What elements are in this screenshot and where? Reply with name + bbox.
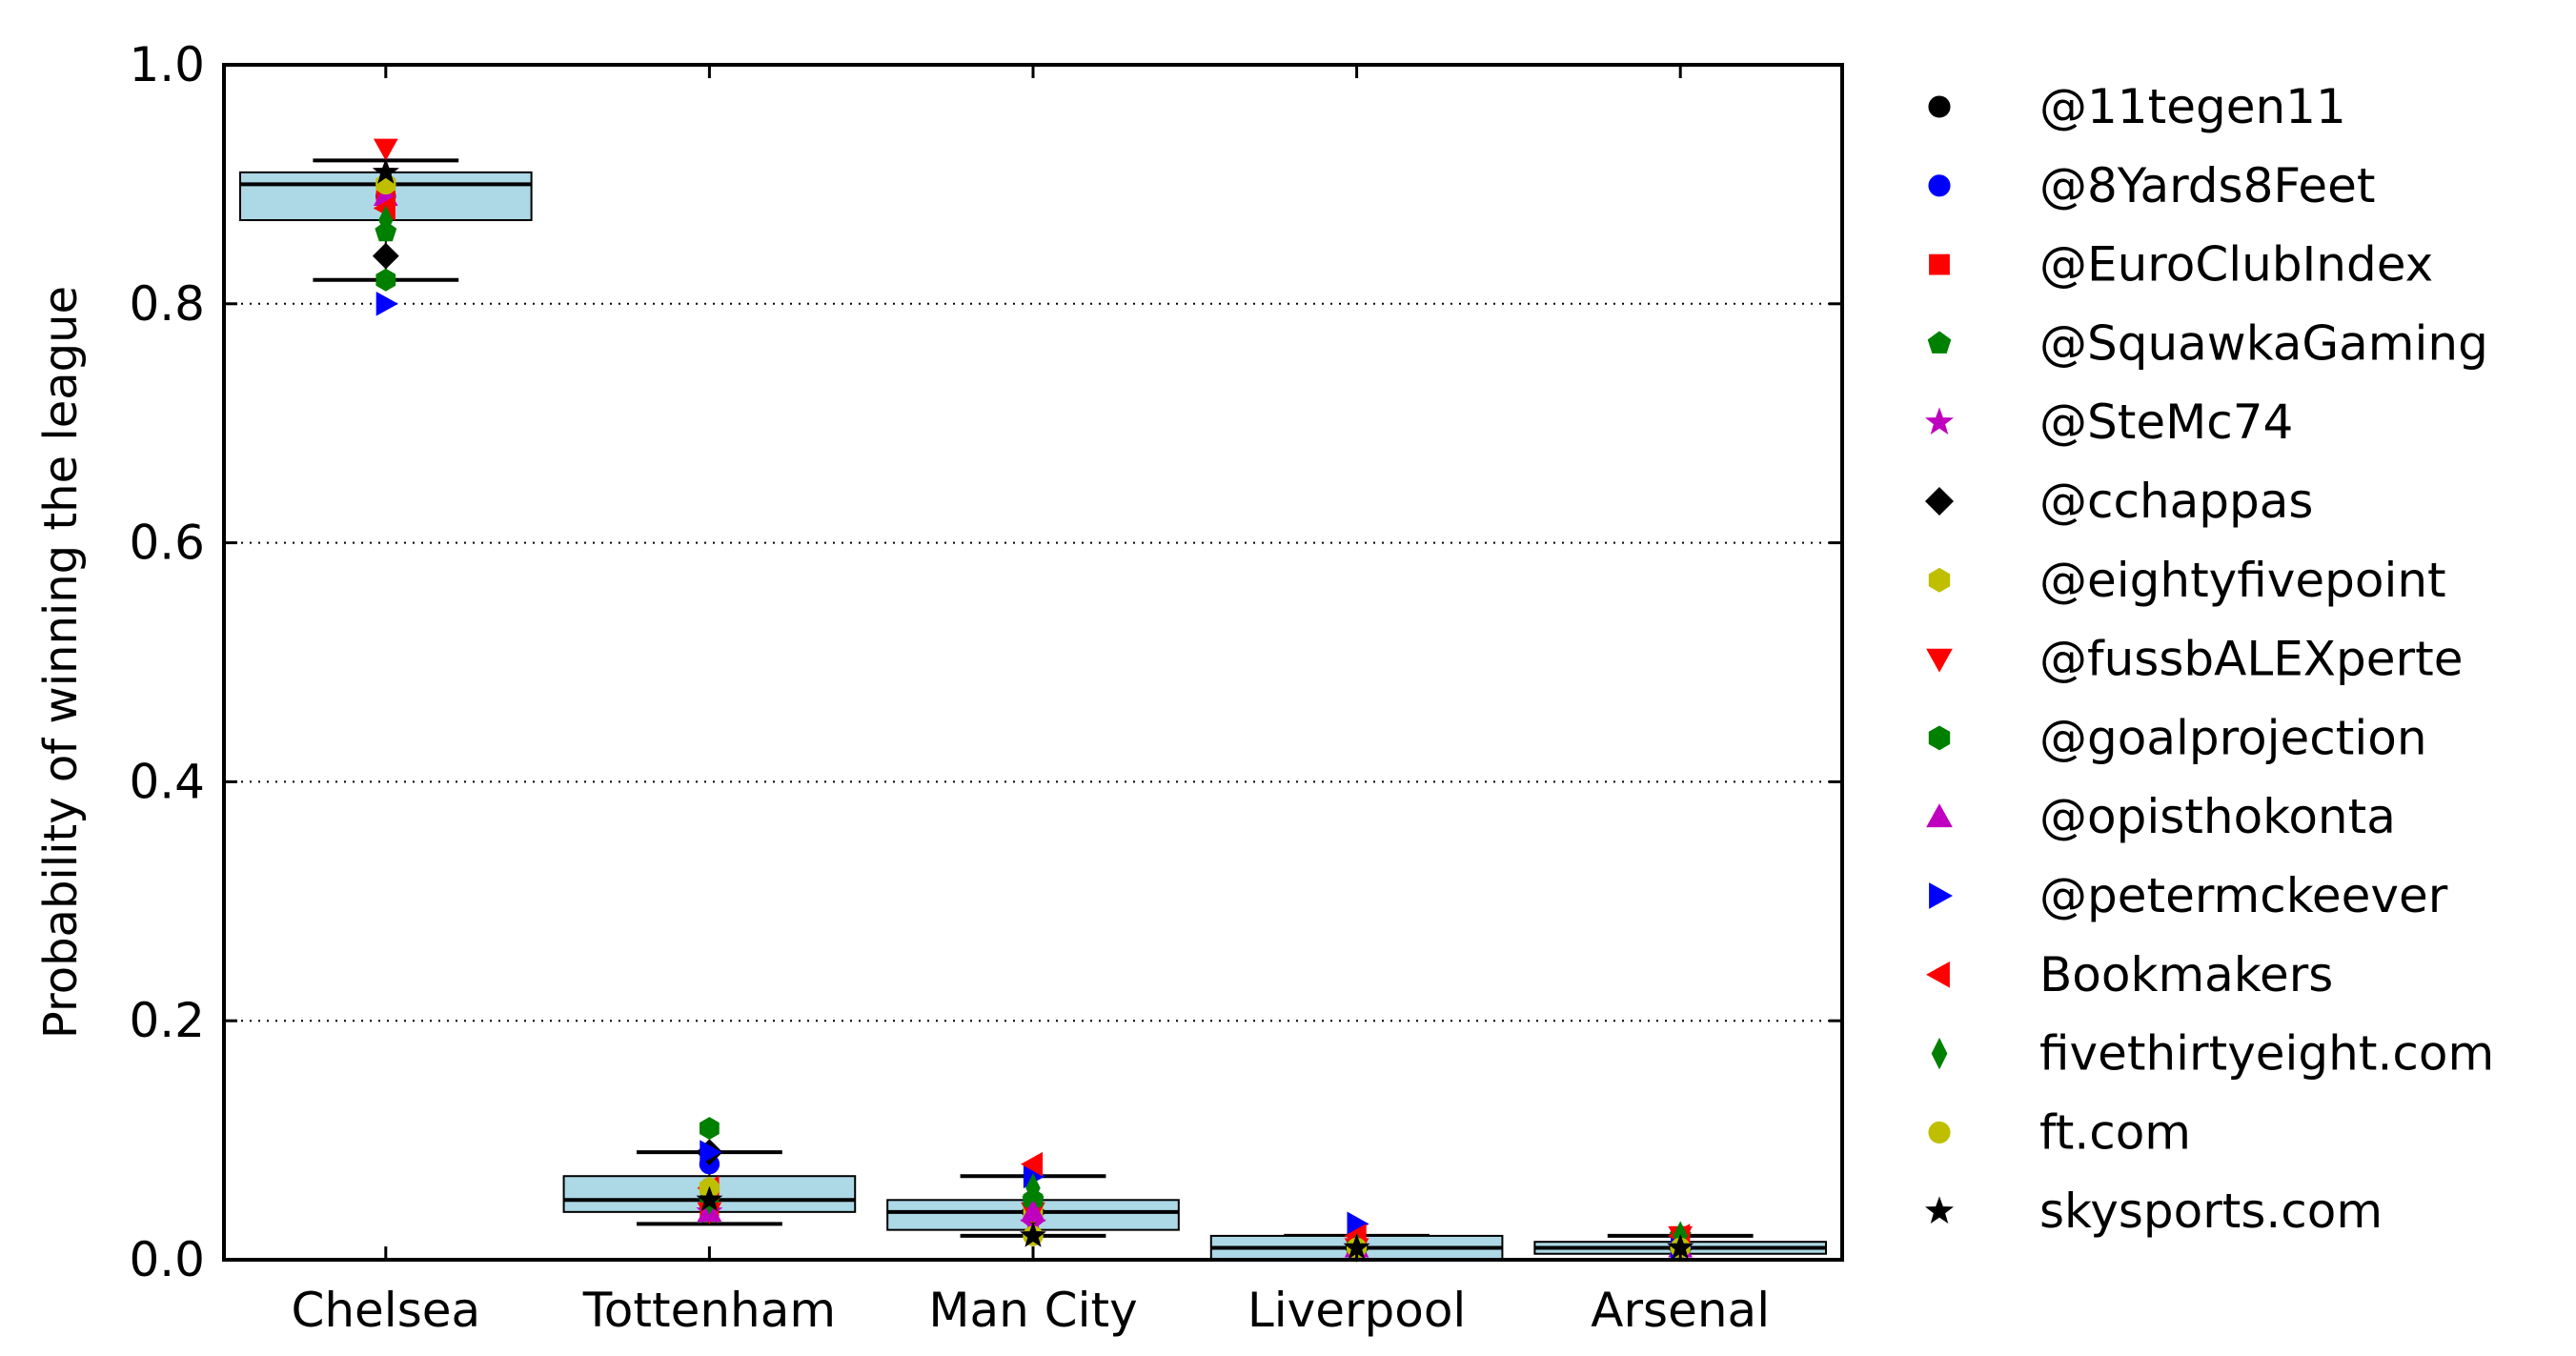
x-tick-label: Liverpool bbox=[1247, 1283, 1466, 1338]
legend-marker bbox=[1925, 961, 1950, 988]
series--eightyfivepoint bbox=[375, 172, 1691, 1260]
y-tick-label: 0.4 bbox=[129, 754, 205, 809]
y-tick-label: 0.0 bbox=[129, 1232, 205, 1287]
legend-label: @SteMc74 bbox=[2039, 395, 2293, 450]
legend-marker bbox=[1928, 725, 1951, 751]
data-point bbox=[373, 138, 398, 161]
legend-marker bbox=[1929, 882, 1954, 909]
series-bookmakers bbox=[373, 195, 1691, 1248]
legend-marker bbox=[1928, 1121, 1951, 1143]
data-point bbox=[375, 291, 398, 316]
data-point bbox=[700, 1140, 722, 1164]
legend-item: @11tegen11 bbox=[1928, 79, 2346, 134]
y-tick-label: 0.2 bbox=[129, 993, 205, 1048]
series--stemc74 bbox=[372, 158, 1694, 1260]
legend-marker bbox=[1928, 174, 1951, 197]
legend-item: @cchappas bbox=[1924, 474, 2313, 529]
data-point bbox=[700, 1117, 720, 1141]
legend-label: @fussbALEXperte bbox=[2039, 632, 2463, 687]
legend-label: Bookmakers bbox=[2039, 947, 2333, 1002]
legend-marker bbox=[1924, 1196, 1955, 1224]
legend-marker bbox=[1928, 95, 1951, 118]
data-point bbox=[372, 242, 399, 270]
data-point bbox=[375, 268, 396, 292]
series--11tegen11 bbox=[375, 173, 1691, 1259]
data-point bbox=[1025, 1173, 1041, 1204]
series-ft-com bbox=[375, 173, 1691, 1259]
x-tick-label: Man City bbox=[928, 1283, 1137, 1338]
legend-item: ft.com bbox=[1928, 1104, 2191, 1160]
legend-item: @EuroClubIndex bbox=[1929, 237, 2433, 293]
series-skysports-com bbox=[372, 158, 1694, 1260]
legend-item: skysports.com bbox=[1924, 1184, 2383, 1239]
legend-marker bbox=[1924, 486, 1955, 516]
x-tick-label: Chelsea bbox=[291, 1283, 480, 1338]
legend-label: @SquawkaGaming bbox=[2039, 315, 2488, 371]
axis-ticks: 0.0 0.2 0.4 0.6 0.8 1.0 Chelsea Tottenham Man Ci… bbox=[129, 37, 1842, 1338]
legend-marker bbox=[1926, 803, 1953, 828]
legend-item: @goalprojection bbox=[1928, 710, 2427, 765]
legend-marker bbox=[1929, 253, 1950, 275]
series--goalprojection bbox=[375, 268, 1691, 1260]
y-axis-label: Probability of winning the league bbox=[34, 286, 88, 1039]
series--fussbalexperte bbox=[373, 138, 1694, 1261]
data-points bbox=[372, 138, 1694, 1263]
legend-marker bbox=[1928, 567, 1951, 593]
legend-label: @opisthokonta bbox=[2039, 789, 2396, 844]
legend-label: fivethirtyeight.com bbox=[2039, 1026, 2494, 1082]
legend-item: @8Yards8Feet bbox=[1928, 158, 2376, 213]
y-tick-label: 1.0 bbox=[129, 37, 205, 92]
legend-label: @cchappas bbox=[2039, 474, 2313, 529]
legend-item: @SteMc74 bbox=[1924, 395, 2293, 450]
legend-item: @eightyfivepoint bbox=[1928, 553, 2446, 608]
data-point bbox=[1020, 1222, 1046, 1247]
x-tick-label: Tottenham bbox=[582, 1283, 836, 1338]
legend-marker bbox=[1924, 407, 1955, 435]
y-tick-label: 0.6 bbox=[129, 516, 205, 571]
series--petermckeever bbox=[375, 291, 1694, 1261]
legend-item: @petermckeever bbox=[1929, 868, 2448, 923]
legend: @11tegen11 @8Yards8Feet @EuroClubIndex @Squ… bbox=[1924, 79, 2494, 1239]
legend-label: @goalprojection bbox=[2039, 710, 2427, 765]
series--opisthokonta bbox=[373, 183, 1694, 1258]
legend-marker bbox=[1927, 331, 1952, 354]
x-tick-label: Arsenal bbox=[1591, 1283, 1770, 1338]
legend-marker bbox=[1926, 648, 1953, 673]
y-tick-label: 0.8 bbox=[129, 276, 205, 332]
series--euroclubindex bbox=[375, 186, 1691, 1258]
data-point bbox=[696, 1185, 723, 1212]
legend-item: Bookmakers bbox=[1925, 947, 2333, 1002]
legend-marker bbox=[1931, 1037, 1948, 1070]
legend-label: @petermckeever bbox=[2039, 868, 2448, 923]
legend-label: @EuroClubIndex bbox=[2039, 237, 2433, 293]
legend-label: ft.com bbox=[2039, 1104, 2191, 1160]
legend-item: @opisthokonta bbox=[1926, 789, 2396, 844]
legend-item: @fussbALEXperte bbox=[1926, 632, 2463, 687]
box-plots bbox=[238, 158, 1828, 1262]
data-point bbox=[1020, 1151, 1044, 1177]
legend-label: @11tegen11 bbox=[2039, 79, 2346, 134]
legend-item: @SquawkaGaming bbox=[1927, 315, 2488, 371]
data-point bbox=[1021, 1199, 1045, 1222]
legend-item: fivethirtyeight.com bbox=[1931, 1026, 2494, 1082]
plot-frame bbox=[222, 63, 1844, 1262]
series--8yards8feet bbox=[375, 186, 1691, 1259]
grid-lines bbox=[224, 302, 1842, 1022]
series--cchappas bbox=[372, 242, 1694, 1262]
legend-label: skysports.com bbox=[2039, 1184, 2383, 1239]
legend-label: @8Yards8Feet bbox=[2039, 158, 2376, 213]
data-point bbox=[378, 205, 394, 235]
legend-label: @eightyfivepoint bbox=[2039, 553, 2446, 608]
series--squawkagaming bbox=[375, 220, 1692, 1258]
series-fivethirtyeight-com bbox=[378, 205, 1688, 1263]
data-point bbox=[372, 158, 399, 184]
